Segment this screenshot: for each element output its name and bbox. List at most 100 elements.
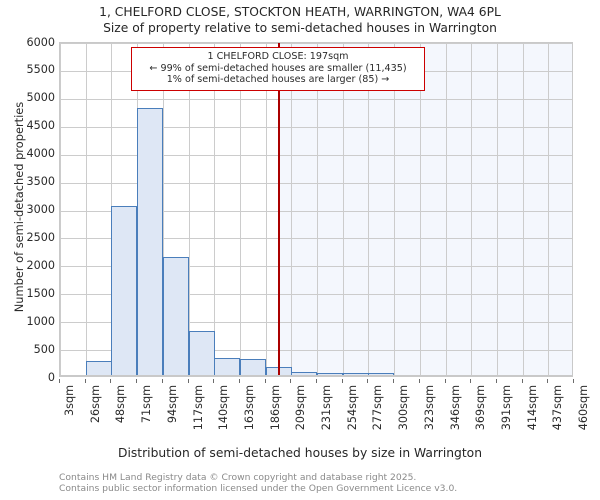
footer-line-1: Contains HM Land Registry data © Crown c… <box>59 472 417 483</box>
annotation-line-1: 1 CHELFORD CLOSE: 197sqm <box>207 51 349 62</box>
x-tick-mark <box>59 379 60 383</box>
x-tick-mark <box>213 379 214 383</box>
gridline-horizontal <box>60 43 572 44</box>
y-tick-label: 1500 <box>26 286 55 300</box>
x-tick-mark <box>316 379 317 383</box>
x-tick-label: 391sqm <box>500 385 513 431</box>
x-tick-mark <box>110 379 111 383</box>
gridline-horizontal <box>60 238 572 240</box>
histogram-bar <box>291 371 317 375</box>
x-tick-mark <box>290 379 291 383</box>
x-tick-label: 163sqm <box>243 385 256 431</box>
x-tick-mark <box>188 379 189 383</box>
gridline-vertical <box>446 43 447 375</box>
gridline-vertical <box>291 43 292 375</box>
histogram-bar <box>214 358 240 375</box>
gridline-horizontal <box>60 210 572 212</box>
gridline-horizontal <box>60 350 572 352</box>
y-tick-label: 4500 <box>26 119 55 133</box>
gridline-horizontal <box>60 182 572 184</box>
x-tick-mark <box>367 379 368 383</box>
y-tick-label: 2500 <box>26 230 55 244</box>
x-tick-mark <box>265 379 266 383</box>
x-tick-label: 209sqm <box>294 385 307 431</box>
annotation-box: 1 CHELFORD CLOSE: 197sqm ← 99% of semi-d… <box>131 47 425 91</box>
histogram-bar <box>86 361 112 375</box>
gridline-vertical <box>240 43 241 375</box>
y-tick-label: 1000 <box>26 314 55 328</box>
y-tick-label: 6000 <box>26 35 55 49</box>
x-axis: 3sqm 26sqm 48sqm 71sqm 94sqm 117sqm 140sqm 163s… <box>0 379 600 441</box>
y-axis: Number of semi-detached properties 0 500 1… <box>0 0 55 500</box>
x-tick-mark <box>342 379 343 383</box>
x-tick-mark <box>445 379 446 383</box>
gridline-vertical <box>523 43 524 375</box>
histogram-bar <box>368 373 394 375</box>
gridline-vertical <box>189 43 190 375</box>
gridline-vertical <box>368 43 369 375</box>
larger-region-shading <box>278 43 572 375</box>
x-tick-label: 437sqm <box>551 385 564 431</box>
x-tick-label: 140sqm <box>217 385 230 431</box>
x-tick-mark <box>239 379 240 383</box>
annotation-line-2: ← 99% of semi-detached houses are smalle… <box>149 62 407 74</box>
x-tick-label: 71sqm <box>140 385 153 424</box>
plot-area <box>59 42 573 377</box>
gridline-vertical <box>343 43 344 375</box>
x-axis-label: Distribution of semi-detached houses by … <box>118 446 482 460</box>
x-tick-label: 3sqm <box>63 385 76 416</box>
y-tick-label: 4000 <box>26 147 55 161</box>
x-tick-label: 26sqm <box>89 385 102 424</box>
gridline-vertical <box>86 43 87 375</box>
gridline-vertical <box>60 43 61 375</box>
x-tick-mark <box>547 379 548 383</box>
annotation-line-3: 1% of semi-detached houses are larger (8… <box>166 74 390 85</box>
property-size-marker-line <box>278 43 281 375</box>
gridline-vertical <box>163 43 164 375</box>
gridline-horizontal <box>60 154 572 156</box>
x-tick-label: 94sqm <box>166 385 179 424</box>
y-tick-label: 2000 <box>26 258 55 272</box>
gridline-vertical <box>548 43 549 375</box>
histogram-bar <box>163 256 189 375</box>
y-tick-label: 5000 <box>26 91 55 105</box>
y-tick-label: 3500 <box>26 175 55 189</box>
histogram-bar <box>240 358 266 375</box>
y-tick-label: 3000 <box>26 203 55 216</box>
x-tick-mark <box>85 379 86 383</box>
gridline-horizontal <box>60 266 572 268</box>
x-tick-label: 231sqm <box>320 385 333 431</box>
page-subtitle: Size of property relative to semi-detach… <box>103 21 497 35</box>
x-tick-label: 186sqm <box>269 385 282 431</box>
x-tick-mark <box>470 379 471 383</box>
x-tick-mark <box>136 379 137 383</box>
x-tick-label: 369sqm <box>474 385 487 431</box>
x-tick-label: 460sqm <box>577 385 590 431</box>
gridline-vertical <box>394 43 395 375</box>
x-tick-mark <box>419 379 420 383</box>
histogram-bar <box>111 205 137 375</box>
x-tick-label: 254sqm <box>346 385 359 431</box>
x-tick-mark <box>522 379 523 383</box>
x-tick-mark <box>573 379 574 383</box>
histogram-bar <box>189 330 215 375</box>
x-tick-label: 346sqm <box>449 385 462 431</box>
gridline-horizontal <box>60 322 572 324</box>
y-tick-label: 500 <box>33 342 55 356</box>
y-tick-label: 5500 <box>26 63 55 77</box>
x-tick-label: 117sqm <box>192 385 205 431</box>
gridline-horizontal <box>60 126 572 128</box>
x-tick-label: 277sqm <box>371 385 384 431</box>
x-tick-mark <box>393 379 394 383</box>
page-title: 1, CHELFORD CLOSE, STOCKTON HEATH, WARRI… <box>99 5 501 19</box>
histogram-bar <box>317 373 343 375</box>
gridline-vertical <box>471 43 472 375</box>
gridline-horizontal <box>60 98 572 100</box>
gridline-vertical <box>317 43 318 375</box>
gridline-horizontal <box>60 294 572 296</box>
x-tick-mark <box>162 379 163 383</box>
footer-line-2: Contains public sector information licen… <box>59 483 458 494</box>
gridline-vertical <box>266 43 267 375</box>
x-tick-label: 48sqm <box>114 385 127 424</box>
